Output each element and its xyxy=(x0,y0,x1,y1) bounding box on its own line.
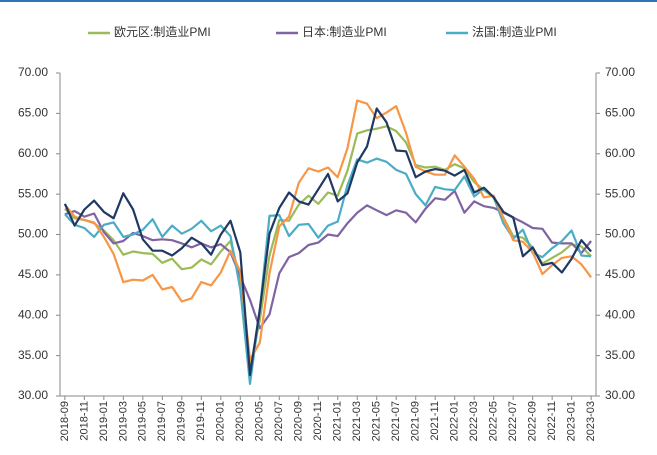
y2-tick-label: 70.00 xyxy=(605,65,635,79)
x-tick-label: 2018-09 xyxy=(59,401,71,441)
y2-tick-label: 40.00 xyxy=(605,307,635,321)
x-tick-label: 2019-05 xyxy=(137,401,149,441)
x-tick-label: 2021-01 xyxy=(332,401,344,441)
top-rule xyxy=(0,0,657,2)
y-tick-label: 35.00 xyxy=(18,348,48,362)
y-tick-label: 40.00 xyxy=(18,307,48,321)
series-line xyxy=(63,107,592,377)
y-tick-label: 30.00 xyxy=(18,388,48,402)
x-tick-label: 2022-01 xyxy=(449,401,461,441)
x-tick-label: 2022-09 xyxy=(527,401,539,441)
y2-tick-label: 60.00 xyxy=(605,146,635,160)
y-tick-label: 70.00 xyxy=(18,65,48,79)
y2-tick-label: 30.00 xyxy=(605,388,635,402)
x-tick-label: 2019-03 xyxy=(117,401,129,441)
y2-tick-label: 65.00 xyxy=(605,106,635,120)
x-tick-label: 2021-11 xyxy=(429,401,441,441)
x-tick-label: 2019-07 xyxy=(156,401,168,441)
x-tick-label: 2020-03 xyxy=(234,401,246,441)
x-tick-label: 2020-11 xyxy=(312,401,324,441)
x-tick-label: 2022-05 xyxy=(488,401,500,441)
y2-tick-label: 55.00 xyxy=(605,186,635,200)
y-tick-label: 45.00 xyxy=(18,267,48,281)
y2-tick-label: 45.00 xyxy=(605,267,635,281)
x-tick-label: 2021-05 xyxy=(371,401,383,441)
x-tick-label: 2020-09 xyxy=(293,401,305,441)
y-tick-label: 55.00 xyxy=(18,186,48,200)
legend-label: 法国:制造业PMI xyxy=(472,25,557,39)
series-line xyxy=(64,157,592,385)
x-tick-label: 2022-11 xyxy=(546,401,558,441)
x-tick-label: 2018-11 xyxy=(78,401,90,441)
x-tick-label: 2023-01 xyxy=(566,401,578,441)
x-tick-label: 2022-03 xyxy=(468,401,480,441)
x-tick-label: 2022-07 xyxy=(507,401,519,441)
legend-label: 日本:制造业PMI xyxy=(302,25,387,39)
x-tick-label: 2023-03 xyxy=(585,401,597,441)
x-tick-label: 2019-11 xyxy=(195,401,207,441)
y2-tick-label: 35.00 xyxy=(605,348,635,362)
x-tick-label: 2020-01 xyxy=(215,401,227,441)
x-tick-label: 2019-09 xyxy=(176,401,188,441)
series-line xyxy=(64,125,592,370)
y-tick-label: 60.00 xyxy=(18,146,48,160)
x-tick-label: 2020-05 xyxy=(254,401,266,441)
series-line xyxy=(64,99,592,361)
series-line xyxy=(64,189,592,330)
x-tick-label: 2019-01 xyxy=(98,401,110,441)
legend-label: 欧元区:制造业PMI xyxy=(114,25,211,39)
y2-tick-label: 50.00 xyxy=(605,227,635,241)
x-tick-label: 2020-07 xyxy=(273,401,285,441)
y-tick-label: 50.00 xyxy=(18,227,48,241)
y-tick-label: 65.00 xyxy=(18,106,48,120)
x-tick-label: 2021-07 xyxy=(390,401,402,441)
x-tick-label: 2021-03 xyxy=(351,401,363,441)
x-tick-label: 2021-09 xyxy=(410,401,422,441)
